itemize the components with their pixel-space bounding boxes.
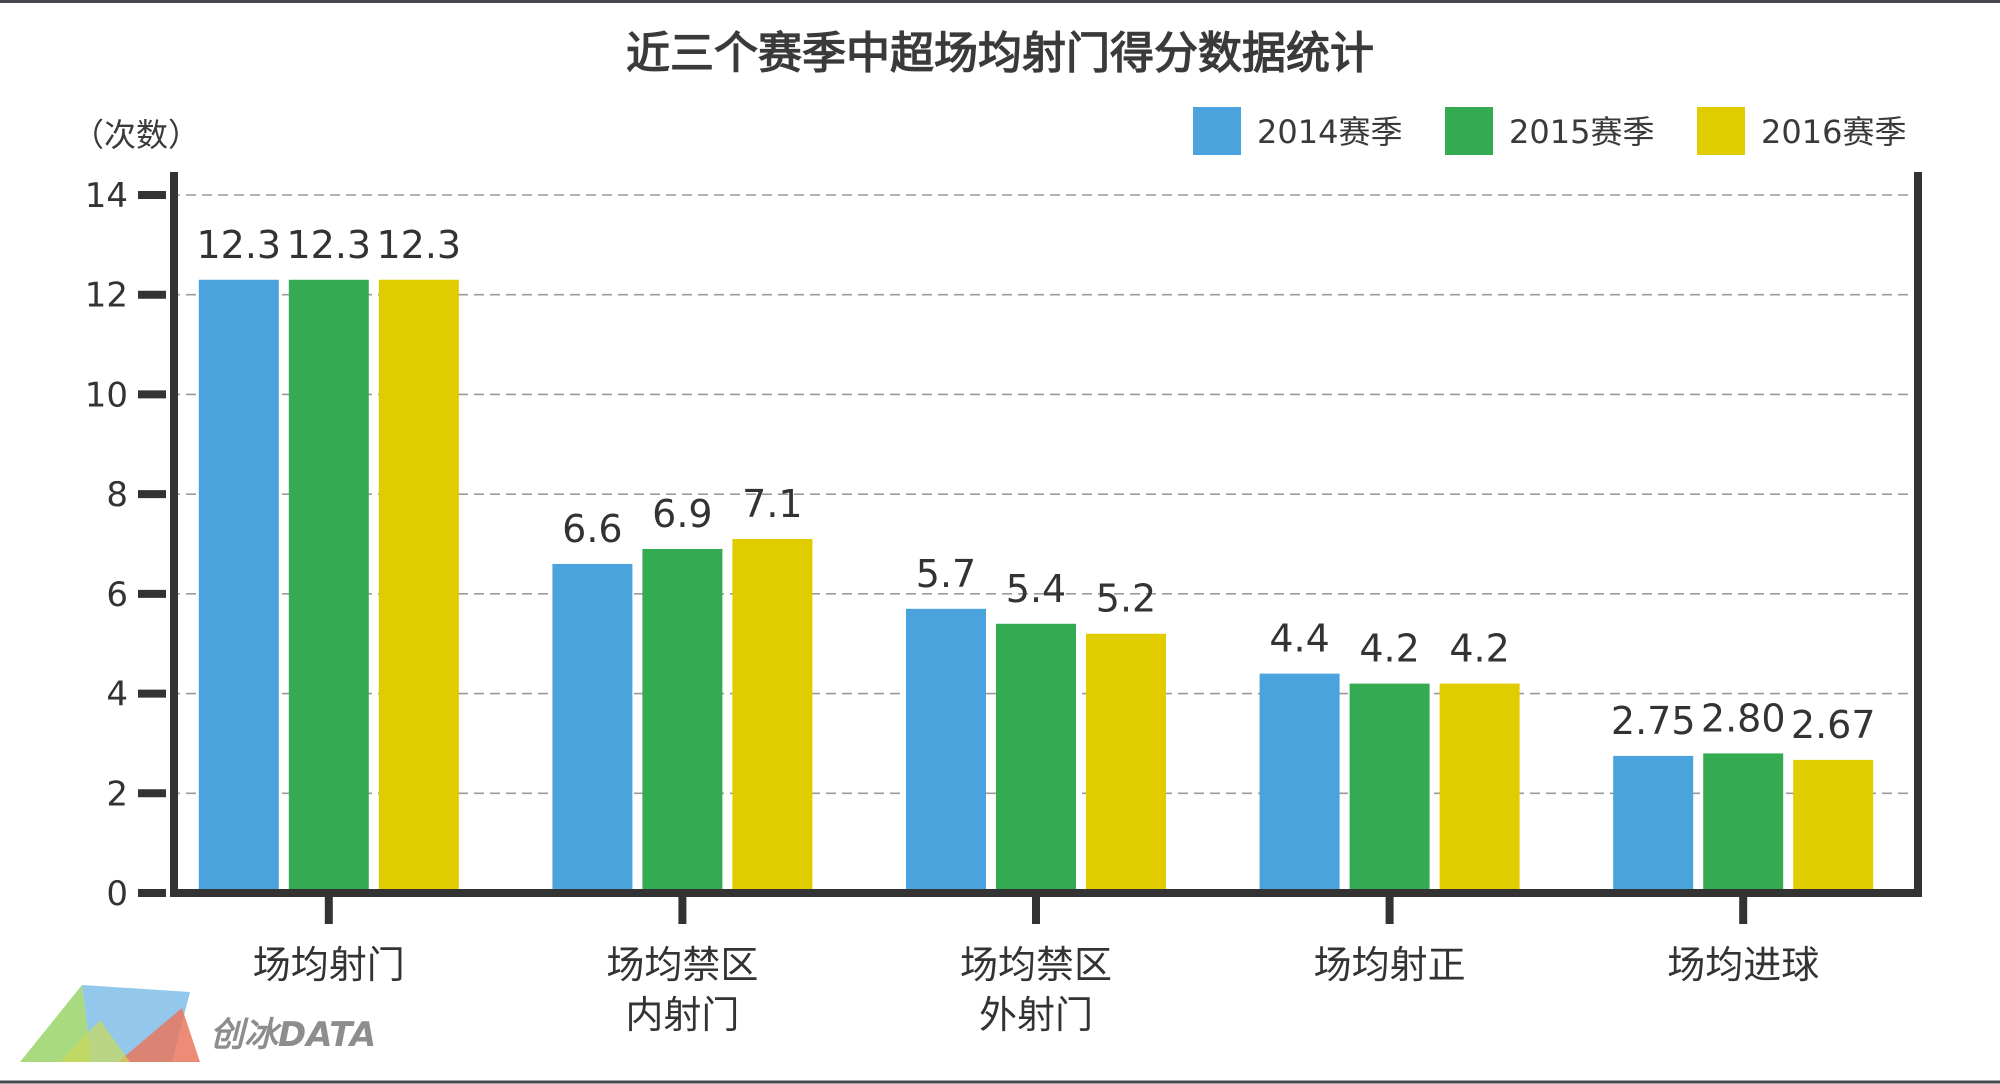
bar-value-label: 6.6 [562, 507, 622, 551]
legend-swatch [1697, 107, 1745, 155]
y-axis-unit-label: （次数） [72, 116, 200, 154]
bar-value-label: 2.67 [1791, 703, 1876, 747]
bar [732, 539, 813, 893]
data-labels: 12.3 12.3 12.36.6 6.9 7.15.7 5.4 5.24.4 4.2 4.22… [196, 223, 1875, 747]
y-tick-label: 8 [106, 475, 128, 515]
x-category-label: 场均禁区 [960, 943, 1112, 987]
y-tick-label: 14 [85, 176, 128, 216]
bar [1259, 673, 1340, 893]
y-tick-label: 12 [85, 276, 128, 316]
bar [1613, 755, 1694, 893]
bar-value-label: 4.2 [1449, 627, 1509, 671]
bars [198, 279, 1874, 893]
bar [1086, 633, 1166, 893]
bar-value-label: 6.9 [652, 492, 712, 536]
prism-logo-icon [20, 985, 200, 1062]
bar [1793, 759, 1874, 893]
bar-value-label: 4.4 [1269, 617, 1329, 661]
bar-value-label: 2.75 [1611, 699, 1696, 743]
bar [1439, 683, 1520, 893]
legend: 2014赛季 2015赛季 2016赛季 [1193, 107, 1906, 155]
bar [642, 548, 723, 893]
x-category-label: 场均禁区 [606, 943, 758, 987]
x-category-label: 内射门 [625, 993, 739, 1037]
bar [198, 279, 279, 893]
x-category-label: 场均射正 [1314, 943, 1466, 987]
bar-value-label: 7.1 [742, 482, 802, 526]
bar-value-label: 5.4 [1006, 567, 1066, 611]
chart-title: 近三个赛季中超场均射门得分数据统计 [626, 28, 1374, 79]
x-category-label: 场均进球 [1667, 943, 1819, 987]
bar [552, 563, 633, 893]
y-tick-label: 2 [106, 774, 128, 814]
bar-value-label: 12.3 [286, 223, 371, 267]
legend-label: 2016赛季 [1761, 113, 1906, 151]
bar [288, 279, 369, 893]
x-category-label: 场均射门 [253, 943, 405, 987]
legend-swatch [1445, 107, 1493, 155]
x-category-label: 外射门 [979, 993, 1093, 1037]
bar-value-label: 4.2 [1359, 627, 1419, 671]
bar [1703, 753, 1784, 893]
legend-label: 2015赛季 [1509, 113, 1654, 151]
y-tick-labels: 0 2 4 6 8 10 12 14 [85, 176, 128, 914]
bar [378, 279, 459, 893]
y-tick-label: 10 [85, 375, 128, 415]
bar [1349, 683, 1430, 893]
bar-value-label: 2.80 [1701, 696, 1786, 740]
legend-label: 2014赛季 [1257, 113, 1402, 151]
bar-value-label: 12.3 [196, 223, 281, 267]
y-tick-label: 6 [106, 575, 128, 615]
bar [906, 608, 986, 893]
legend-swatch [1193, 107, 1241, 155]
bar-value-label: 5.2 [1096, 577, 1156, 621]
y-tick-label: 0 [106, 874, 128, 914]
axes [138, 172, 1922, 924]
y-tick-label: 4 [106, 675, 128, 715]
brand-logo-text: 创冰DATA [210, 1015, 376, 1055]
bar-value-label: 12.3 [376, 223, 461, 267]
bar [996, 623, 1076, 893]
bar-value-label: 5.7 [916, 552, 976, 596]
